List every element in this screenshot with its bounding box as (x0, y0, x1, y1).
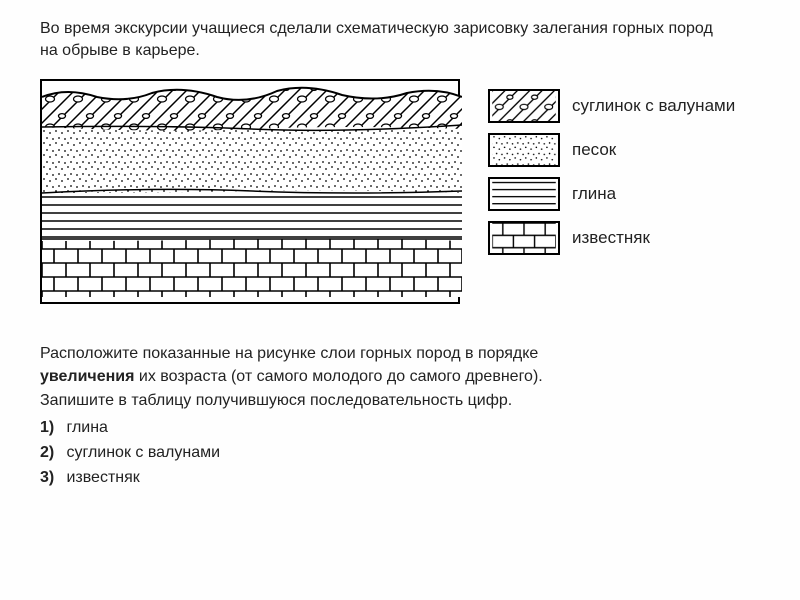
option-number: 1) (40, 416, 62, 439)
option-label: известняк (66, 469, 139, 486)
option-number: 2) (40, 441, 62, 464)
layer-clay (42, 190, 462, 242)
legend-label: глина (572, 184, 616, 204)
options-list: 1) глина 2) суглинок с валунами 3) извес… (40, 416, 740, 490)
question-block: Расположите показанные на рисунке слои г… (40, 342, 740, 489)
option-label: глина (66, 419, 108, 436)
layer-loam (42, 88, 462, 131)
question-bold: увеличения (40, 368, 134, 385)
swatch-clay (488, 177, 560, 211)
swatch-limestone (488, 221, 560, 255)
question-line1b: их возраста (от самого молодого до самог… (134, 368, 542, 385)
legend-item-sand: песок (488, 133, 735, 167)
option-label: суглинок с валунами (66, 444, 220, 461)
option-row: 3) известняк (40, 466, 740, 489)
legend: суглинок с валунами песок глина известня… (488, 89, 735, 255)
layer-limestone (42, 237, 462, 297)
legend-label: известняк (572, 228, 650, 248)
legend-label: суглинок с валунами (572, 96, 735, 116)
swatch-loam (488, 89, 560, 123)
layer-sand (42, 125, 462, 193)
question-line2: Запишите в таблицу получившуюся последов… (40, 392, 512, 409)
legend-label: песок (572, 140, 616, 160)
legend-item-clay: глина (488, 177, 735, 211)
figure-row: суглинок с валунами песок глина известня… (40, 79, 760, 304)
option-number: 3) (40, 466, 62, 489)
intro-text: Во время экскурсии учащиеся сделали схем… (40, 18, 720, 61)
cross-section-diagram (40, 79, 460, 304)
option-row: 2) суглинок с валунами (40, 441, 740, 464)
legend-item-limestone: известняк (488, 221, 735, 255)
legend-item-loam: суглинок с валунами (488, 89, 735, 123)
question-line1a: Расположите показанные на рисунке слои г… (40, 345, 538, 362)
swatch-sand (488, 133, 560, 167)
option-row: 1) глина (40, 416, 740, 439)
